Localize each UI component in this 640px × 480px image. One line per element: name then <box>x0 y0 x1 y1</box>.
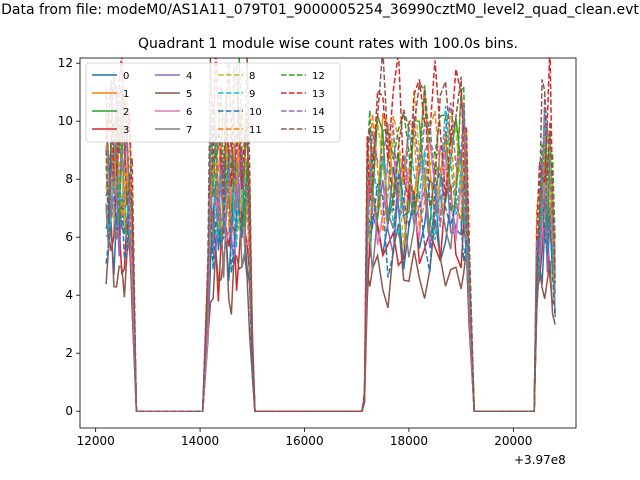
legend-label-15: 15 <box>312 125 325 136</box>
y-tick-label-4: 4 <box>65 288 73 302</box>
series-group <box>105 58 556 412</box>
legend-label-4: 4 <box>186 71 192 82</box>
x-tick-label-20000: 20000 <box>494 434 532 448</box>
legend-label-1: 1 <box>123 89 129 100</box>
y-tick-label-6: 6 <box>65 230 73 244</box>
legend-label-2: 2 <box>123 107 129 118</box>
y-tick-label-10: 10 <box>58 114 73 128</box>
legend-label-9: 9 <box>249 89 255 100</box>
x-axis-offset-label: +3.97e8 <box>514 453 566 467</box>
x-tick-label-18000: 18000 <box>390 434 428 448</box>
legend-label-7: 7 <box>186 125 192 136</box>
chart-title: Quadrant 1 module wise count rates with … <box>138 36 518 52</box>
legend-label-3: 3 <box>123 125 129 136</box>
x-tick-label-14000: 14000 <box>181 434 219 448</box>
legend-label-10: 10 <box>249 107 262 118</box>
figure-suptitle: Data from file: modeM0/AS1A11_079T01_900… <box>1 2 639 18</box>
legend-box <box>85 62 341 143</box>
legend-label-0: 0 <box>123 71 129 82</box>
legend-label-5: 5 <box>186 89 192 100</box>
legend-label-13: 13 <box>312 89 325 100</box>
legend-label-11: 11 <box>249 125 262 136</box>
x-tick-label-16000: 16000 <box>285 434 323 448</box>
x-tick-label-12000: 12000 <box>77 434 115 448</box>
series-line-15 <box>105 58 556 412</box>
y-tick-label-2: 2 <box>65 346 73 360</box>
y-tick-label-12: 12 <box>58 56 73 70</box>
axes-frame <box>79 57 577 429</box>
legend-label-6: 6 <box>186 107 192 118</box>
y-tick-label-8: 8 <box>65 172 73 186</box>
legend-label-12: 12 <box>312 71 325 82</box>
y-tick-label-0: 0 <box>65 404 73 418</box>
legend-label-8: 8 <box>249 71 255 82</box>
legend-label-14: 14 <box>312 107 325 118</box>
